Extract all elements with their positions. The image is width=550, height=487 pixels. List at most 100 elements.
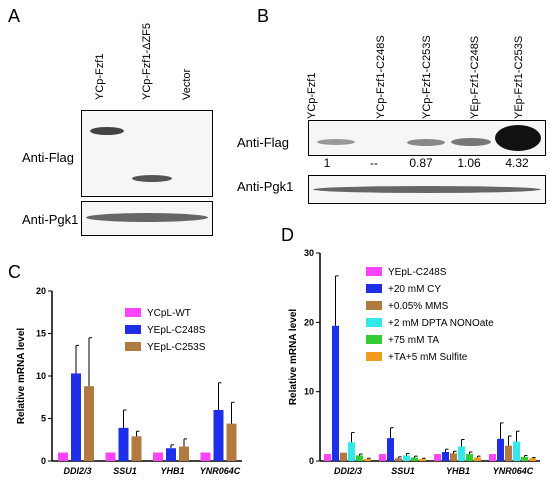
x-tick-label: SSU1	[113, 466, 137, 476]
x-tick-label: YHB1	[160, 466, 184, 476]
legend-swatch	[125, 308, 141, 317]
panel-a-pgk1-band	[86, 213, 208, 222]
bar	[131, 436, 142, 461]
legend-swatch	[366, 335, 382, 344]
x-tick-label: DDI2/3	[334, 466, 362, 476]
bar	[505, 445, 512, 461]
panel-b-quant-5: 4.32	[505, 156, 529, 170]
bar	[153, 452, 163, 461]
y-axis-label: Relative mRNA level	[16, 328, 27, 425]
y-axis-label: Relative mRNA level	[288, 309, 299, 406]
y-tick-label: 0	[309, 456, 314, 466]
panel-b-flag-band-3	[407, 139, 445, 146]
x-tick-label: YNR064C	[493, 466, 534, 476]
panel-b-quant-2: --	[370, 156, 378, 170]
x-tick-label: SSU1	[391, 466, 415, 476]
panel-b-quant-4: 1.06	[457, 156, 481, 170]
y-tick-label: 20	[304, 317, 314, 327]
x-tick-label: YNR064C	[200, 466, 241, 476]
legend-label: YCpL-WT	[147, 308, 191, 319]
bar	[200, 452, 211, 461]
bar	[166, 448, 176, 461]
y-tick-label: 10	[36, 371, 46, 381]
bar	[226, 423, 237, 461]
panel-b-lane-5: YEp-Fzf1-C253S	[513, 35, 525, 119]
bar	[403, 455, 410, 461]
bar	[529, 458, 536, 461]
panel-b-letter: B	[257, 6, 270, 26]
bar	[332, 325, 339, 461]
y-tick-label: 0	[41, 456, 46, 466]
bar	[442, 451, 449, 461]
panel-a-lane-2: YCp-Fzf1-ΔZF5	[141, 22, 153, 100]
x-tick-label: YHB1	[446, 466, 470, 476]
panel-a-flag-band-1	[90, 127, 124, 135]
bar	[450, 453, 457, 461]
legend-swatch	[366, 267, 382, 276]
panel-b-quant-1: 1	[323, 156, 331, 170]
legend-label: +20 mM CY	[388, 284, 441, 295]
legend-label: +2 mM DPTA NONOate	[388, 318, 494, 329]
panel-b-flag-band-1	[317, 139, 355, 145]
panel-b-flag-band-4	[451, 138, 491, 146]
bar	[58, 452, 68, 461]
bar	[458, 446, 465, 461]
legend-label: +75 mM TA	[388, 335, 439, 346]
panel-a-pgk1-blot	[81, 201, 213, 236]
bar	[364, 458, 371, 461]
bar	[411, 457, 418, 461]
bar	[105, 452, 116, 461]
y-tick-label: 10	[304, 387, 314, 397]
panel-b-pgk1-band	[313, 186, 541, 193]
bar	[71, 373, 81, 461]
bar	[324, 454, 331, 461]
panel-a-letter: A	[8, 6, 21, 26]
legend-swatch	[366, 301, 382, 310]
panel-a-row-pgk1: Anti-Pgk1	[22, 212, 79, 227]
bar	[387, 438, 394, 461]
bar	[497, 438, 504, 461]
legend-label: YEpL-C253S	[147, 342, 206, 353]
legend-swatch	[125, 325, 141, 334]
bar	[213, 410, 224, 461]
panel-b-lane-4: YEp-Fzf1-C248S	[469, 35, 481, 119]
panel-a-lane-3: Vector	[181, 68, 193, 100]
legend-label: +0.05% MMS	[388, 301, 449, 312]
legend-label: +TA+5 mM Sulfite	[388, 352, 468, 363]
bar	[513, 441, 520, 461]
bar	[379, 454, 386, 461]
y-tick-label: 15	[36, 329, 46, 339]
bar	[434, 454, 441, 461]
bar	[466, 454, 473, 461]
legend-swatch	[366, 284, 382, 293]
panel-b-pgk1-blot	[308, 175, 546, 204]
bar	[521, 456, 528, 461]
legend-label: YEpL-C248S	[388, 267, 447, 278]
bar	[340, 452, 347, 461]
bar	[395, 458, 402, 461]
bar	[179, 446, 189, 461]
x-tick-label: DDI2/3	[63, 466, 91, 476]
panel-d-letter: D	[281, 225, 294, 245]
chart-d: 0 10 20 30 Relative mRNA level DDI2/3 SSU1 YHB1…	[288, 248, 540, 476]
panel-a-flag-blot	[81, 110, 213, 197]
panel-a-row-flag: Anti-Flag	[22, 150, 75, 165]
legend-swatch	[125, 342, 141, 351]
panel-b-lane-2: YCp-Fzf1-C248S	[375, 35, 387, 119]
y-tick-label: 30	[304, 248, 314, 258]
bar	[419, 458, 426, 461]
panel-b-flag-band-5	[495, 125, 541, 151]
y-tick-label: 5	[41, 414, 46, 424]
panel-b-row-pgk1: Anti-Pgk1	[237, 179, 294, 194]
panel-c-letter: C	[8, 262, 21, 282]
panel-b-flag-blot	[308, 120, 546, 156]
panel-a-flag-band-2	[132, 175, 172, 182]
bar	[118, 427, 129, 461]
panel-b-quant-3: 0.87	[409, 156, 433, 170]
bar	[84, 386, 94, 461]
legend-swatch	[366, 318, 382, 327]
panel-b-row-flag: Anti-Flag	[237, 135, 290, 150]
chart-c: 0 5 10 15 20 Relative mRNA level DDI2/3 SSU1 YHB…	[16, 286, 242, 476]
bar	[348, 442, 355, 461]
panel-b-lane-1: YCp-Fzf1	[306, 72, 318, 119]
